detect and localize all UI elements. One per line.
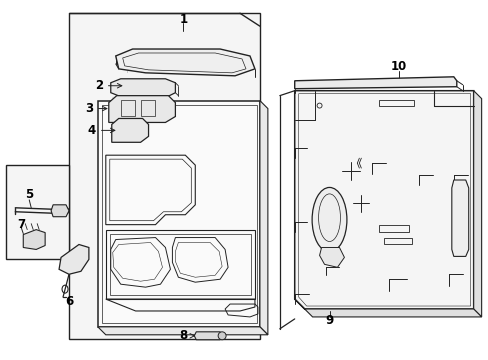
Polygon shape bbox=[98, 327, 267, 335]
Polygon shape bbox=[112, 118, 148, 142]
Text: 6: 6 bbox=[65, 294, 73, 307]
Text: 8: 8 bbox=[179, 329, 194, 342]
Polygon shape bbox=[260, 100, 267, 335]
Text: 3: 3 bbox=[84, 102, 107, 115]
Polygon shape bbox=[6, 165, 69, 260]
Polygon shape bbox=[294, 299, 481, 317]
Polygon shape bbox=[194, 332, 222, 340]
Polygon shape bbox=[69, 13, 260, 339]
Text: 9: 9 bbox=[325, 314, 333, 327]
Polygon shape bbox=[98, 100, 260, 327]
Polygon shape bbox=[473, 91, 481, 317]
Polygon shape bbox=[294, 91, 473, 309]
Text: 10: 10 bbox=[390, 60, 407, 73]
Polygon shape bbox=[116, 49, 254, 76]
Ellipse shape bbox=[63, 208, 69, 214]
Text: 1: 1 bbox=[179, 13, 187, 26]
Polygon shape bbox=[59, 244, 89, 274]
Ellipse shape bbox=[311, 188, 346, 252]
Text: 7: 7 bbox=[17, 218, 25, 231]
Text: 5: 5 bbox=[25, 188, 33, 201]
Polygon shape bbox=[51, 205, 69, 217]
Ellipse shape bbox=[218, 332, 225, 340]
Polygon shape bbox=[451, 180, 468, 256]
Polygon shape bbox=[319, 247, 344, 267]
Polygon shape bbox=[23, 230, 45, 249]
Polygon shape bbox=[111, 79, 175, 99]
Polygon shape bbox=[108, 96, 175, 122]
Text: 4: 4 bbox=[87, 124, 115, 137]
Polygon shape bbox=[294, 77, 456, 89]
Text: 2: 2 bbox=[95, 79, 122, 92]
